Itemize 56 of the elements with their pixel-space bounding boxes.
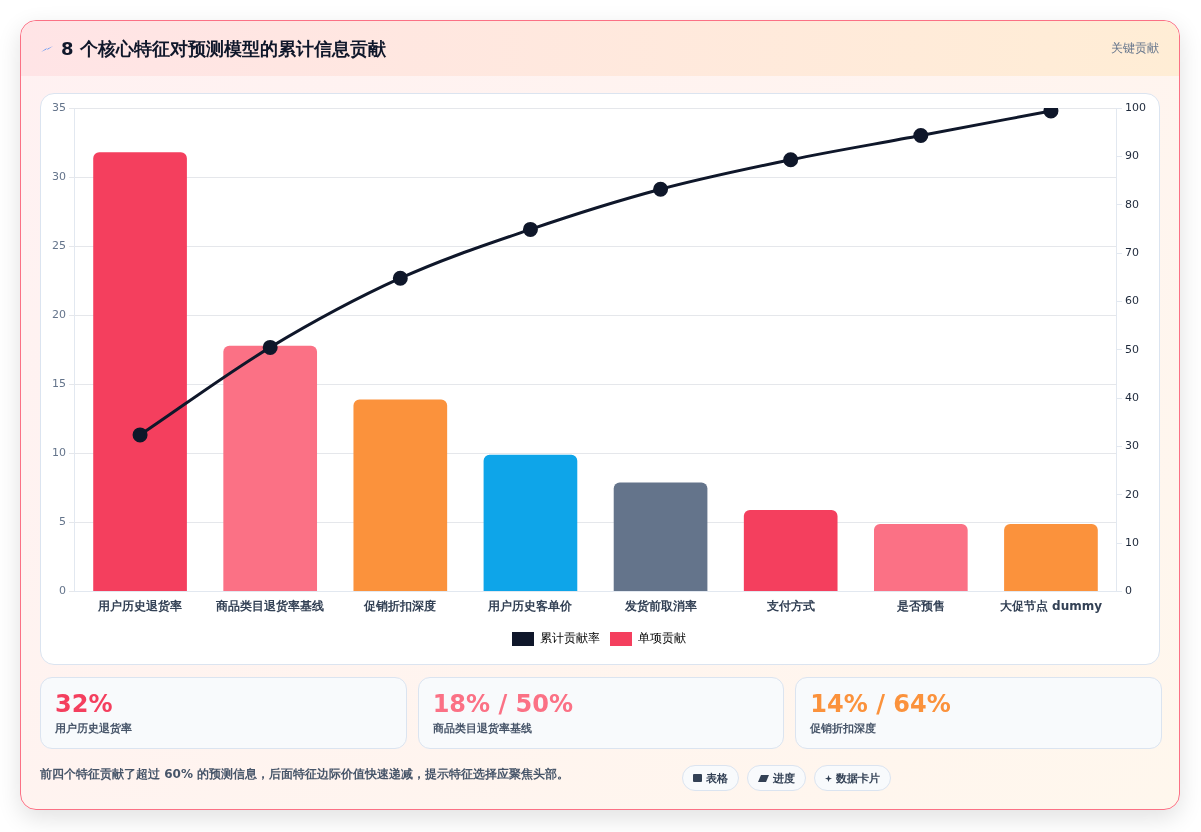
x-tick-label: 大促节点 dummy <box>999 598 1103 613</box>
point <box>132 427 148 443</box>
text: 前四个特征贡献了超过 60% 的预测信息，后面特征边际价值快速递减，提示特征选择应聚焦头部。 <box>40 766 570 783</box>
text: 18% / 50% <box>432 690 574 718</box>
text: 进度 <box>773 770 795 786</box>
point <box>913 128 929 144</box>
point <box>653 181 669 197</box>
y-tick-label: 25 <box>52 239 66 253</box>
point <box>783 152 799 168</box>
y-tick-label: 35 <box>52 100 66 114</box>
category-label: 用户历史退货率 <box>55 721 133 736</box>
category-label: 促销折扣深度 <box>810 721 878 736</box>
y-tick-label: 10 <box>52 446 66 460</box>
x-tick-label: 是否预售 <box>895 598 945 613</box>
y2-tick-label: 20 <box>1125 487 1139 501</box>
y-tick-label: 30 <box>52 169 66 183</box>
bar <box>483 454 578 592</box>
bar <box>93 152 187 592</box>
x-tick-label: 用户历史客单价 <box>487 598 574 613</box>
category-label: 商品类目退货率基线 <box>432 721 533 736</box>
x-tick-label: 促销折扣深度 <box>363 598 437 613</box>
y-tick-label: 5 <box>59 515 66 529</box>
y-tick-label: 20 <box>52 308 66 322</box>
text: 32% <box>55 690 113 718</box>
y2-tick-label: 80 <box>1125 197 1139 211</box>
point <box>522 221 538 237</box>
x-tick-label: 商品类目退货率基线 <box>215 598 325 613</box>
bar <box>743 510 838 592</box>
y2-tick-label: 10 <box>1125 536 1139 550</box>
y2-tick-label: 40 <box>1125 391 1139 405</box>
bar <box>223 345 318 592</box>
y-tick-label: 15 <box>52 377 66 391</box>
y2-tick-label: 60 <box>1125 294 1139 308</box>
bar <box>613 482 708 592</box>
bar <box>1004 523 1098 592</box>
y2-tick-label: 100 <box>1125 100 1146 114</box>
legend-label: 单项贡献 <box>638 631 686 646</box>
chart-subtitle: 关键贡献 <box>1111 40 1159 57</box>
x-tick-label: 用户历史退货率 <box>97 598 183 613</box>
point <box>392 270 408 286</box>
text: 14% / 64% <box>810 690 951 718</box>
y-tick-label: 0 <box>59 584 66 598</box>
chart-title: 8 个核心特征对预测模型的累计信息贡献 <box>61 36 386 61</box>
text: 数据卡片 <box>836 770 880 786</box>
y2-tick-label: 90 <box>1125 149 1139 163</box>
y2-tick-label: 30 <box>1125 439 1139 453</box>
text: 表格 <box>706 770 728 786</box>
y2-tick-label: 50 <box>1125 342 1139 356</box>
point <box>262 339 278 355</box>
bar <box>873 523 968 592</box>
x-tick-label: 支付方式 <box>765 598 815 613</box>
legend-label: 累计贡献率 <box>540 631 600 646</box>
y2-tick-label: 0 <box>1125 584 1132 598</box>
bar <box>353 399 448 592</box>
y2-tick-label: 70 <box>1125 245 1139 259</box>
x-tick-label: 发货前取消率 <box>623 598 697 613</box>
